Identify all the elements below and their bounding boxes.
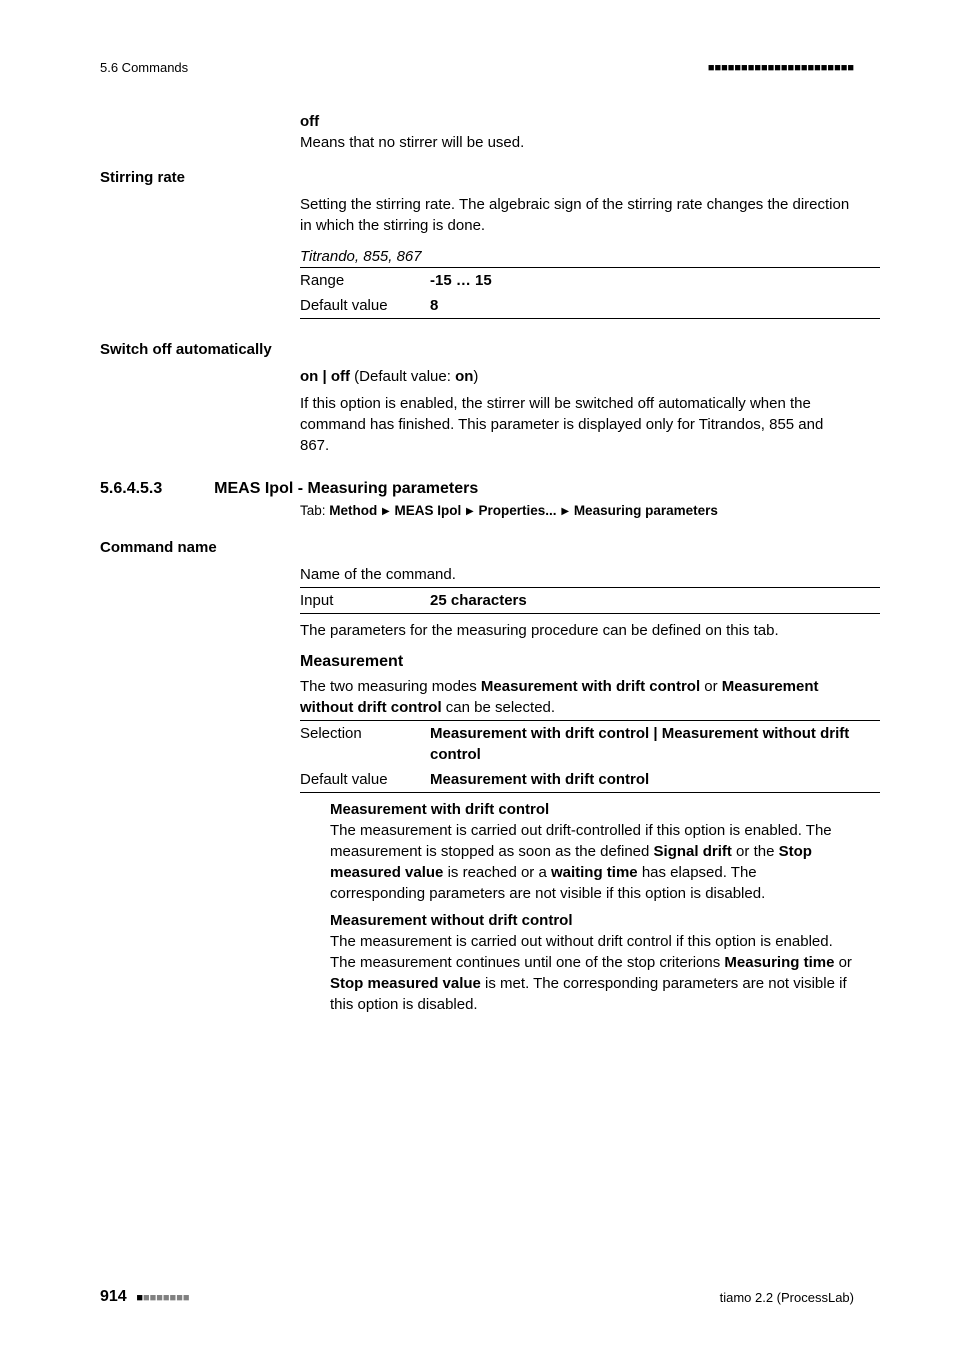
- measurement-intro-b1: Measurement with drift control: [481, 678, 700, 695]
- opt2-title: Measurement without drift control: [330, 910, 854, 931]
- tab-p3: Measuring parameters: [574, 503, 718, 518]
- measurement-table: Selection Measurement with drift control…: [300, 720, 880, 793]
- measurement-intro-mid: or: [700, 678, 722, 695]
- page-header: 5.6 Commands ■■■■■■■■■■■■■■■■■■■■■■: [100, 60, 854, 75]
- input-value: 25 characters: [430, 588, 880, 614]
- opt1-title: Measurement with drift control: [330, 799, 854, 820]
- footer-ornament-light: ■■■■■■■: [143, 1292, 190, 1304]
- section-number: 5.6.4.5.3: [100, 478, 210, 500]
- switch-off-options: on | off (Default value: on): [300, 366, 854, 387]
- opt2-b1: Measuring time: [724, 954, 834, 971]
- command-name-after: The parameters for the measuring procedu…: [300, 620, 854, 641]
- header-ornament-dark: ■■■■■■■■■■■■■■■■■■■■■■: [708, 62, 854, 74]
- command-name-table: Input 25 characters: [300, 587, 880, 614]
- switch-off-label: Switch off automatically: [100, 339, 854, 360]
- opt1-b1: Signal drift: [654, 843, 732, 860]
- stirring-rate-context: Titrando, 855, 867: [300, 246, 854, 267]
- page-footer: 914 ■■■■■■■■ tiamo 2.2 (ProcessLab): [100, 1288, 854, 1306]
- opt2-b2: Stop measured value: [330, 975, 481, 992]
- range-label: Range: [300, 268, 430, 294]
- off-term: off: [300, 111, 854, 132]
- switch-off-default: on: [455, 368, 473, 385]
- default-label: Default value: [300, 293, 430, 319]
- default-value: 8: [430, 293, 880, 319]
- off-text: Means that no stirrer will be used.: [300, 132, 854, 153]
- opt2-t2: or: [834, 954, 852, 971]
- tab-label: Tab:: [300, 503, 329, 518]
- switch-off-onoff: on | off: [300, 368, 350, 385]
- input-label: Input: [300, 588, 430, 614]
- page-content: off Means that no stirrer will be used. …: [100, 111, 854, 1015]
- measurement-intro-pre: The two measuring modes: [300, 678, 481, 695]
- meas-default-value: Measurement with drift control: [430, 767, 880, 793]
- stirring-rate-table: Range -15 … 15 Default value 8: [300, 267, 880, 319]
- switch-off-mid: (Default value:: [350, 368, 455, 385]
- command-name-desc: Name of the command.: [300, 564, 854, 585]
- section-title: MEAS Ipol - Measuring parameters: [214, 478, 478, 500]
- opt1-t3: is reached or a: [443, 864, 551, 881]
- page-number: 914: [100, 1288, 127, 1305]
- switch-off-desc: If this option is enabled, the stirrer w…: [300, 393, 854, 456]
- stirring-rate-desc: Setting the stirring rate. The algebraic…: [300, 194, 854, 236]
- footer-ornament: ■■■■■■■■: [136, 1292, 189, 1304]
- header-ornament: ■■■■■■■■■■■■■■■■■■■■■■: [708, 62, 854, 74]
- opt2-desc: The measurement is carried out without d…: [330, 931, 854, 1015]
- triangle-icon: ▶: [377, 506, 394, 517]
- measurement-intro: The two measuring modes Measurement with…: [300, 676, 854, 718]
- selection-label: Selection: [300, 720, 430, 767]
- meas-default-label: Default value: [300, 767, 430, 793]
- measurement-intro-post: can be selected.: [442, 699, 555, 716]
- opt1-b3: waiting time: [551, 864, 638, 881]
- switch-off-post: ): [473, 368, 478, 385]
- tab-p0: Method: [329, 503, 377, 518]
- header-section: 5.6 Commands: [100, 60, 188, 75]
- tab-p2: Properties...: [479, 503, 557, 518]
- range-value: -15 … 15: [430, 268, 880, 294]
- measurement-heading: Measurement: [300, 651, 854, 673]
- tab-path: Tab: Method ▶ MEAS Ipol ▶ Properties... …: [300, 502, 854, 521]
- triangle-icon: ▶: [557, 506, 574, 517]
- opt1-desc: The measurement is carried out drift-con…: [330, 820, 854, 904]
- opt1-t2: or the: [732, 843, 779, 860]
- triangle-icon: ▶: [461, 506, 478, 517]
- stirring-rate-label: Stirring rate: [100, 167, 854, 188]
- command-name-label: Command name: [100, 537, 854, 558]
- selection-value: Measurement with drift control | Measure…: [430, 720, 880, 767]
- measurement-options: Measurement with drift control The measu…: [330, 799, 854, 1015]
- footer-ornament-dark: ■: [136, 1292, 143, 1304]
- tab-p1: MEAS Ipol: [395, 503, 462, 518]
- footer-left: 914 ■■■■■■■■: [100, 1288, 190, 1306]
- footer-product: tiamo 2.2 (ProcessLab): [720, 1290, 854, 1305]
- section-heading-row: 5.6.4.5.3 MEAS Ipol - Measuring paramete…: [100, 478, 854, 500]
